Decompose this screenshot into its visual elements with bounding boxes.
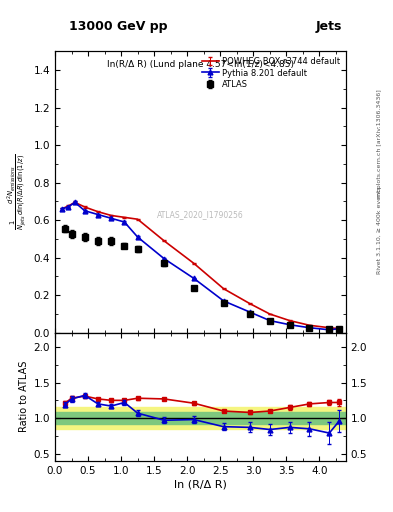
Text: Jets: Jets	[316, 20, 342, 33]
X-axis label: ln (R/Δ R): ln (R/Δ R)	[174, 480, 227, 490]
Y-axis label: Ratio to ATLAS: Ratio to ATLAS	[19, 361, 29, 433]
Text: 13000 GeV pp: 13000 GeV pp	[69, 20, 167, 33]
Text: ATLAS_2020_I1790256: ATLAS_2020_I1790256	[157, 210, 244, 219]
Text: ln(R/Δ R) (Lund plane 4.57<ln(1/z)<4.85): ln(R/Δ R) (Lund plane 4.57<ln(1/z)<4.85)	[107, 60, 294, 69]
Bar	[55, 413, 346, 424]
Text: mcplots.cern.ch [arXiv:1306.3436]: mcplots.cern.ch [arXiv:1306.3436]	[377, 89, 382, 198]
Y-axis label: $\frac{1}{N_{jets}}\frac{d^2 N_{emissions}}{d\ln(R/\Delta R)\,d\ln(1/z)}$: $\frac{1}{N_{jets}}\frac{d^2 N_{emission…	[6, 154, 29, 230]
Text: Rivet 3.1.10, ≥ 400k events: Rivet 3.1.10, ≥ 400k events	[377, 186, 382, 274]
Legend: POWHEG BOX r3744 default, Pythia 8.201 default, ATLAS: POWHEG BOX r3744 default, Pythia 8.201 d…	[200, 55, 342, 91]
Bar	[55, 408, 346, 429]
